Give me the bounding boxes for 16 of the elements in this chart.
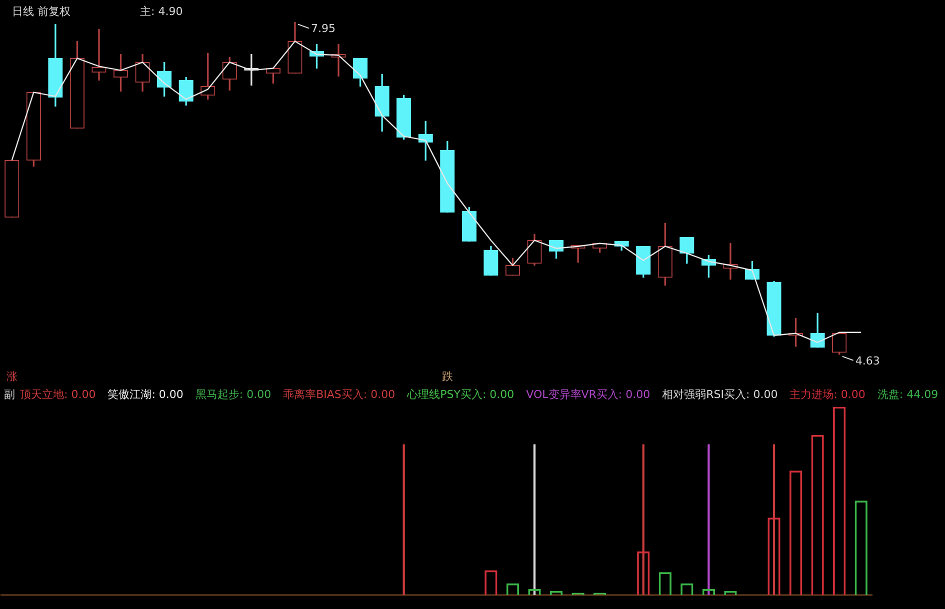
legend-label: 笑傲江湖: 0.00 (108, 387, 184, 402)
text: VOL变异率VR买入: 0.00 (526, 387, 650, 402)
text: 涨 (6, 370, 18, 383)
text: 洗盘: 44.09 (877, 387, 938, 402)
text: 主: 4.90 (140, 4, 183, 18)
chart-title: 日线 前复权 (12, 4, 70, 18)
legend-label: 黑马起步: 0.00 (195, 387, 272, 402)
text: 副 (4, 387, 15, 402)
annotation: 4.63 (855, 354, 880, 368)
text: 跌 (442, 370, 453, 383)
legend-label: 顶天立地: 0.00 (20, 387, 96, 402)
text: 相对强弱RSI买入: 0.00 (662, 387, 778, 402)
legend-label: 心理线PSY买入: 0.00 (407, 387, 514, 402)
text: 乖离率BIAS买入: 0.00 (283, 387, 396, 402)
annotation: 7.95 (310, 22, 336, 36)
series-label: 主力进场: 0.00 (790, 387, 866, 402)
